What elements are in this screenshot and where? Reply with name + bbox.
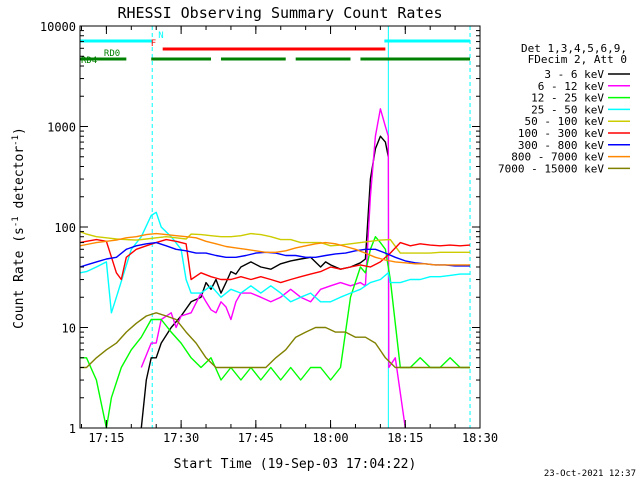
series-lines — [79, 108, 471, 429]
status-label-f: F — [151, 39, 156, 49]
legend-label-8: 7000 - 15000 keV — [498, 162, 604, 175]
x-tick-label-4: 18:15 — [387, 431, 423, 445]
series-line-5 — [79, 238, 471, 284]
series-line-6 — [79, 241, 470, 268]
legend-label-7: 800 - 7000 keV — [511, 151, 604, 164]
legend-label-6: 300 - 800 keV — [518, 139, 604, 152]
plot-background — [80, 26, 480, 428]
legend-label-3: 25 - 50 keV — [531, 103, 604, 116]
plot-area — [80, 26, 480, 428]
legend-label-1: 6 - 12 keV — [538, 80, 605, 93]
series-line-3 — [79, 211, 470, 314]
series-line-7 — [79, 232, 470, 266]
y-tick-label-1: 10 — [62, 322, 76, 336]
y-tick-label-0: 1 — [69, 422, 76, 436]
footer-date: 23-Oct-2021 12:37 — [544, 469, 636, 479]
status-bars: NF RD0 RD4 — [80, 31, 471, 66]
status-label-rd4: RD4 — [81, 56, 97, 66]
legend-header-0: Det 1,3,4,5,6,9, — [521, 42, 627, 55]
legend-label-0: 3 - 6 keV — [544, 68, 604, 81]
axes: 17:15 17:30 17:45 18:00 18:15 18:30 1 10 100 1000… — [40, 20, 498, 445]
status-label-rd0: RD0 — [104, 49, 120, 59]
y-tick-label-3: 1000 — [47, 121, 76, 135]
status-label-n: N — [158, 31, 163, 41]
x-tick-label-1: 17:30 — [163, 431, 199, 445]
series-line-4 — [79, 230, 470, 254]
legend-label-2: 12 - 25 keV — [531, 92, 604, 105]
series-line-1 — [140, 108, 406, 429]
legend-label-4: 50 - 100 keV — [525, 115, 605, 128]
x-tick-label-5: 18:30 — [462, 431, 498, 445]
y-axis-label: Count Rate (s-1 detector-1) — [11, 127, 27, 329]
chart-title: RHESSI Observing Summary Count Rates — [117, 4, 442, 22]
legend-label-5: 100 - 300 keV — [518, 127, 604, 140]
legend: Det 1,3,4,5,6,9,FDecim 2, Att 0 3 - 6 keV… — [498, 42, 630, 175]
y-tick-label-4: 10000 — [40, 20, 76, 34]
series-line-2 — [80, 236, 470, 429]
series-line-0 — [140, 135, 389, 429]
y-tick-label-2: 100 — [54, 221, 76, 235]
series-line-8 — [80, 312, 470, 369]
x-tick-label-3: 18:00 — [312, 431, 348, 445]
x-tick-label-2: 17:45 — [238, 431, 274, 445]
legend-header-1: FDecim 2, Att 0 — [528, 53, 627, 66]
x-axis-label: Start Time (19-Sep-03 17:04:22) — [174, 457, 417, 472]
x-tick-label-0: 17:15 — [88, 431, 124, 445]
